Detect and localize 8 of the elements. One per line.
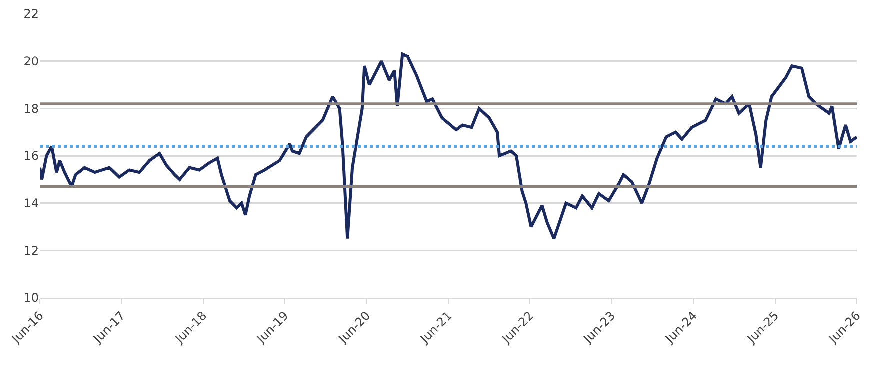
y-tick-label: 22 [24,7,39,22]
y-tick-label: 12 [24,244,39,258]
y-tick-label: 10 [24,291,39,306]
y-tick-label: 14 [24,196,39,211]
line-series [40,52,857,240]
y-tick-label: 18 [24,102,39,116]
y-tick-label: 16 [24,149,39,164]
y-tick-label: 20 [24,54,39,69]
